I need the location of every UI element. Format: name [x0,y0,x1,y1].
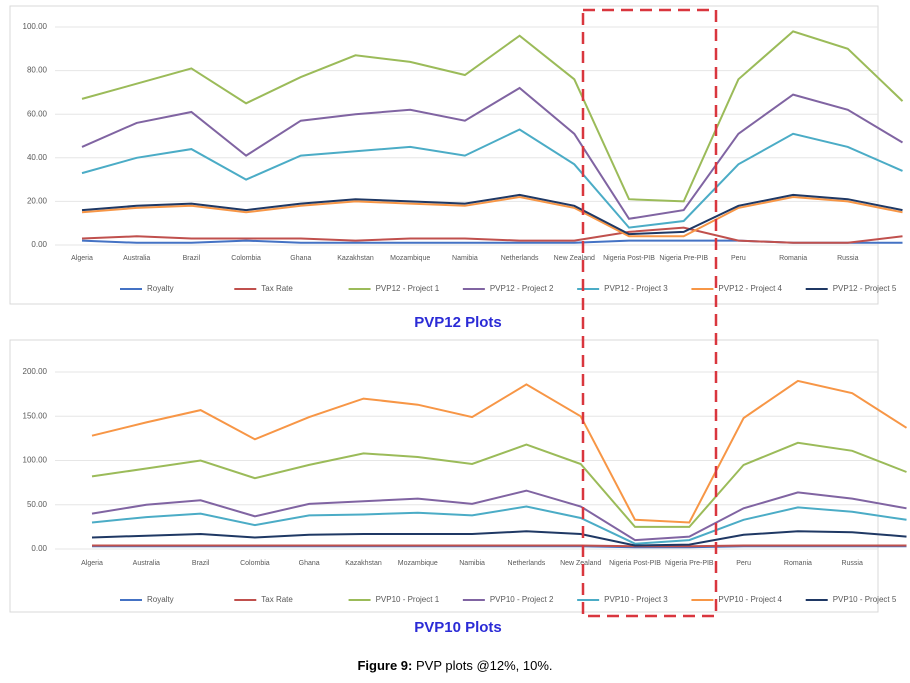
series-line [81,30,904,203]
x-tick-label: Mozambique [398,560,438,567]
x-tick-label: Colombia [240,560,270,567]
caption: Figure 9: PVP plots @12%, 10%. [357,658,552,673]
chart-title: PVP12 Plots [414,314,502,331]
series-line [91,441,907,528]
legend-label: Royalty [147,284,174,293]
legend-label: Royalty [147,595,174,604]
caption-text: PVP plots @12%, 10%. [416,658,553,673]
legend-label: PVP10 - Project 3 [604,595,668,604]
legend-label: Tax Rate [261,284,293,293]
y-tick-label: 150.00 [23,411,48,420]
x-tick-label: Nigeria Pre-PIB [659,255,708,262]
x-tick-label: Ghana [299,560,320,567]
x-tick-label: Australia [133,560,160,567]
caption-label: Figure 9: [357,658,412,673]
legend-label: PVP10 - Project 1 [376,595,440,604]
x-tick-label: Colombia [231,255,261,262]
x-tick-label: Peru [736,560,751,567]
x-tick-label: Namibia [459,560,485,567]
x-tick-label: Namibia [452,255,478,262]
legend-label: Tax Rate [261,595,293,604]
legend-label: PVP12 - Project 2 [490,284,554,293]
series-line [81,195,903,238]
y-tick-label: 60.00 [27,109,48,118]
x-tick-label: Romania [784,560,812,567]
y-tick-label: 100.00 [23,456,48,465]
x-tick-label: Ghana [290,255,311,262]
charts: 0.00 20.00 40.00 60.00 80.00 100.00 Algeria Aus… [23,22,908,636]
y-tick-label: 50.00 [27,500,48,509]
x-tick-label: Kazakhstan [345,560,382,567]
x-tick-label: Algeria [81,560,103,567]
series-line [91,505,907,545]
x-tick-label: Nigeria Pre-PIB [665,560,714,567]
series-line [92,544,907,548]
x-tick-label: Brazil [183,255,201,262]
legend-label: PVP10 - Project 4 [718,595,782,604]
x-tick-label: Russia [841,560,863,567]
legend-label: PVP12 - Project 4 [718,284,782,293]
x-tick-label: Nigeria Post-PIB [609,560,661,567]
series-line [91,530,907,547]
x-tick-label: Peru [731,255,746,262]
legend-label: PVP12 - Project 5 [833,284,897,293]
x-tick-label: Romania [779,255,807,262]
x-tick-label: Nigeria Post-PIB [603,255,655,262]
series-line [81,128,903,229]
x-tick-label: Netherlands [508,560,546,567]
x-tick-label: Netherlands [501,255,539,262]
y-tick-label: 200.00 [23,367,48,376]
legend-label: PVP12 - Project 1 [376,284,440,293]
y-tick-label: 100.00 [23,22,48,31]
x-tick-label: Kazakhstan [337,255,374,262]
x-tick-label: New Zealand [554,255,595,262]
legend-label: PVP10 - Project 2 [490,595,554,604]
chart-frame [9,5,879,305]
y-tick-label: 80.00 [27,66,48,75]
x-tick-label: Mozambique [390,255,430,262]
y-tick-label: 20.00 [27,197,48,206]
series-line [91,379,908,524]
y-tick-label: 40.00 [27,153,48,162]
y-tick-label: 0.00 [31,544,47,553]
series-line [81,193,903,236]
x-tick-label: Brazil [192,560,210,567]
series-line [81,86,904,220]
highlight-box [581,8,718,618]
x-tick-label: Russia [837,255,859,262]
x-tick-label: Algeria [71,255,93,262]
chart-title: PVP10 Plots [414,619,502,636]
x-tick-label: Australia [123,255,150,262]
series-line [91,489,907,542]
legend-label: PVP12 - Project 3 [604,284,668,293]
y-tick-label: 0.00 [31,240,47,249]
legend-label: PVP10 - Project 5 [833,595,897,604]
series-line [81,226,903,244]
x-tick-label: New Zealand [560,560,601,567]
chart-frame [9,339,879,613]
